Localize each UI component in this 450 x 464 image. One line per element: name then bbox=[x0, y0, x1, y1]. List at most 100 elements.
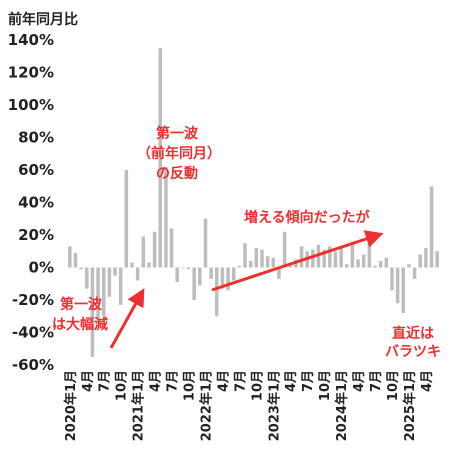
x-tick-label: 2025年1月 bbox=[402, 370, 418, 441]
bar bbox=[265, 256, 270, 268]
bar bbox=[333, 251, 338, 268]
x-tick-label: 10月 bbox=[115, 370, 130, 401]
x-tick-label: 2020年1月 bbox=[63, 370, 79, 441]
bar bbox=[378, 261, 383, 268]
annotation-first-wave-down: 第一波 は大幅減 bbox=[52, 288, 145, 349]
bar bbox=[412, 267, 417, 279]
bar bbox=[68, 246, 72, 268]
x-tick-label: 10月 bbox=[250, 370, 265, 401]
x-tick-label: 4月 bbox=[284, 370, 299, 392]
bar bbox=[339, 248, 343, 268]
bar bbox=[215, 267, 219, 317]
bar bbox=[175, 267, 179, 283]
bar bbox=[401, 267, 406, 313]
x-tick-label: 2022年1月 bbox=[198, 370, 214, 441]
bar bbox=[107, 267, 112, 297]
annotation-first-wave-down-line2: は大幅減 bbox=[52, 316, 108, 333]
bar bbox=[373, 265, 377, 268]
bar bbox=[407, 264, 411, 268]
bar bbox=[288, 264, 292, 268]
y-tick-label: -20% bbox=[12, 291, 54, 309]
x-tick-label: 7月 bbox=[98, 370, 113, 392]
bar bbox=[254, 248, 259, 268]
x-tick-label: 4月 bbox=[216, 370, 231, 392]
bar bbox=[73, 252, 78, 268]
bar bbox=[113, 267, 117, 276]
bar bbox=[260, 249, 264, 268]
bar bbox=[282, 231, 287, 268]
x-tick-label: 2021年1月 bbox=[131, 370, 147, 441]
bar bbox=[435, 251, 439, 268]
bar bbox=[311, 249, 315, 268]
x-tick-label: 7月 bbox=[369, 370, 384, 392]
bar bbox=[209, 267, 213, 279]
bar bbox=[186, 267, 191, 270]
bar bbox=[141, 236, 146, 268]
x-tick-label: 7月 bbox=[166, 370, 181, 392]
arrow-trend-up bbox=[211, 230, 384, 292]
bar bbox=[124, 170, 129, 268]
y-axis-ticks: -60% -40% -20% 0% 20% 40% 60% 80% 100% 120% 140% bbox=[8, 31, 54, 374]
bar bbox=[198, 267, 202, 286]
bar bbox=[135, 267, 140, 281]
y-axis-label: 前年同月比 bbox=[8, 11, 78, 28]
bar bbox=[424, 248, 428, 268]
bar bbox=[390, 267, 394, 291]
bar bbox=[350, 241, 355, 268]
bar bbox=[79, 267, 83, 270]
y-tick-label: 40% bbox=[18, 194, 54, 212]
x-tick-label: 7月 bbox=[233, 370, 248, 392]
x-tick-label: 10月 bbox=[318, 370, 333, 401]
bar bbox=[220, 267, 225, 289]
x-tick-label: 4月 bbox=[81, 370, 96, 392]
bar bbox=[152, 231, 157, 268]
arrow-up-left bbox=[109, 288, 145, 349]
annotation-increasing-text: 増える傾向だったが bbox=[244, 209, 371, 226]
bar bbox=[96, 267, 100, 325]
bar bbox=[118, 267, 123, 305]
bar bbox=[418, 254, 422, 268]
x-tick-label: 2024年1月 bbox=[334, 370, 350, 441]
bar bbox=[248, 261, 253, 268]
annotation-recent-line1: 直近は bbox=[392, 325, 434, 342]
x-tick-label: 4月 bbox=[352, 370, 367, 392]
y-tick-label: 80% bbox=[18, 129, 54, 147]
bar bbox=[243, 243, 247, 268]
x-tick-label: 4月 bbox=[149, 370, 164, 392]
y-tick-label: 100% bbox=[8, 96, 54, 114]
bar bbox=[158, 48, 162, 268]
bar bbox=[237, 265, 242, 268]
y-tick-label: -60% bbox=[12, 356, 54, 374]
bar bbox=[395, 267, 400, 304]
annotation-first-wave-down-line1: 第一波 bbox=[60, 296, 103, 313]
x-tick-label: 4月 bbox=[420, 370, 435, 392]
bar bbox=[345, 264, 349, 268]
bar bbox=[181, 267, 185, 269]
bar bbox=[226, 267, 230, 291]
bar bbox=[90, 267, 95, 357]
annotation-rebound-line3: の反動 bbox=[156, 165, 198, 182]
bar bbox=[203, 218, 208, 268]
bar bbox=[101, 267, 106, 317]
bar bbox=[85, 267, 89, 289]
annotation-first-wave-rebound: 第一波 （前年同月） の反動 bbox=[137, 125, 221, 182]
bar bbox=[367, 244, 372, 268]
bar bbox=[231, 267, 236, 281]
bar bbox=[147, 262, 151, 268]
annotation-increasing: 増える傾向だったが bbox=[211, 209, 384, 292]
x-tick-label: 10月 bbox=[183, 370, 198, 401]
bar bbox=[192, 267, 196, 300]
annotation-rebound-line1: 第一波 bbox=[156, 125, 199, 142]
bar bbox=[271, 257, 276, 268]
annotation-recent: 直近は バラツキ bbox=[385, 325, 441, 360]
y-tick-label: 120% bbox=[8, 64, 54, 82]
annotation-recent-line2: バラツキ bbox=[385, 344, 441, 360]
bar bbox=[429, 186, 434, 268]
bar bbox=[356, 259, 360, 268]
bar bbox=[130, 262, 134, 268]
annotation-rebound-line2: （前年同月） bbox=[137, 145, 221, 162]
x-axis-ticks: 2020年1月 4月 7月 10月 2021年1月 4月 7月 10月 2022年1月 4月 7月 1… bbox=[63, 370, 435, 441]
y-tick-label: 0% bbox=[29, 259, 54, 277]
y-tick-label: 20% bbox=[18, 226, 54, 244]
